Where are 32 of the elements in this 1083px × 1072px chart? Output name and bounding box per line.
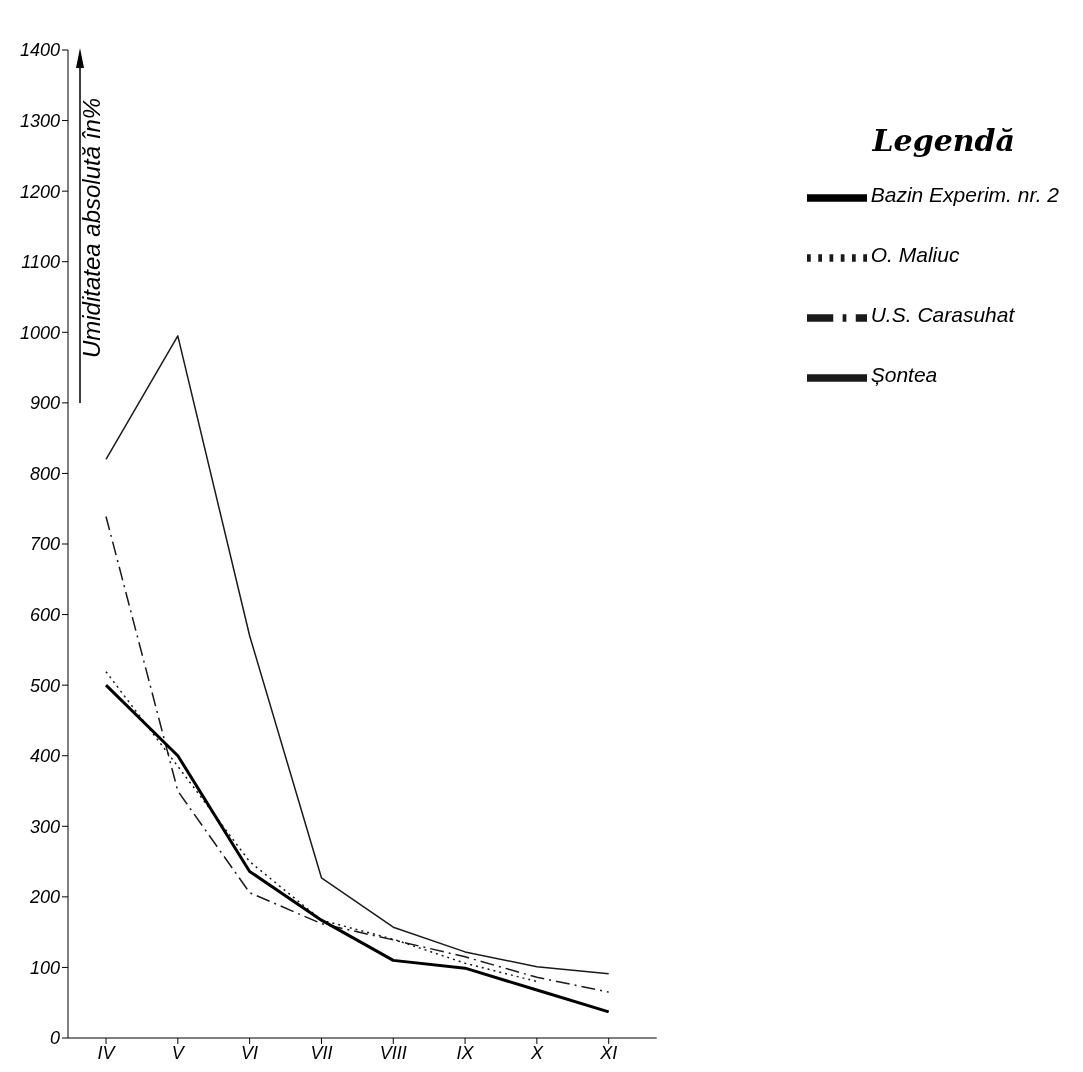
y-tick-label: 300	[29, 816, 60, 837]
line-series	[105, 515, 610, 993]
legend-label: U.S. Carasuhat	[870, 302, 1015, 326]
y-tick-label: 1000	[19, 322, 60, 343]
x-tick-label: V	[171, 1042, 186, 1063]
line-series	[104, 683, 611, 1014]
y-tick-label: 900	[29, 393, 60, 414]
x-tick-label: IX	[456, 1042, 475, 1063]
y-tick-label: 400	[29, 746, 60, 767]
y-tick-label: 800	[29, 463, 60, 484]
y-tick-label: 100	[29, 957, 60, 978]
legend-label: Bazin Experim. nr. 2	[870, 182, 1059, 206]
x-tick-label: XI	[599, 1042, 618, 1063]
y-tick-label: 600	[29, 604, 60, 625]
y-tick-label: 700	[29, 534, 60, 555]
y-tick-label: 0	[49, 1028, 60, 1049]
x-tick-label: VI	[241, 1042, 259, 1063]
y-tick-label: 1300	[19, 110, 60, 131]
x-tick-label: X	[529, 1042, 544, 1063]
x-tick-label: VIII	[379, 1042, 407, 1063]
y-tick-label: 1200	[19, 181, 60, 202]
y-tick-label: 500	[29, 675, 60, 696]
y-tick-label: 1100	[21, 252, 60, 273]
y-tick-label: 200	[28, 887, 60, 908]
legend-label: O. Maliuc	[870, 242, 960, 266]
y-axis-title: Umiditatea absolută în%	[78, 97, 105, 359]
x-tick-label: VII	[310, 1042, 333, 1063]
legend-label: Șontea	[870, 362, 938, 386]
x-tick-label: IV	[97, 1042, 117, 1063]
line-series	[105, 335, 610, 975]
y-tick-label: 1400	[19, 40, 60, 61]
legend-title: Legendă	[872, 123, 1015, 158]
